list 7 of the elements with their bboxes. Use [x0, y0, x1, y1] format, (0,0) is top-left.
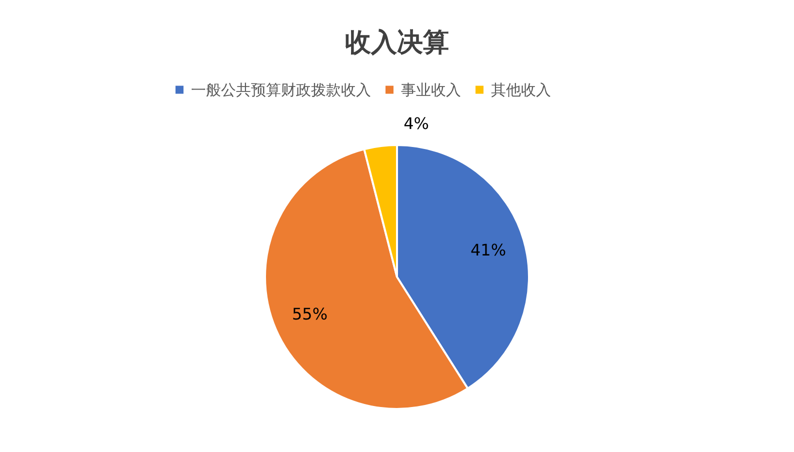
legend-label: 事业收入	[401, 80, 461, 99]
data-label: 41%	[470, 240, 506, 260]
data-label: 4%	[404, 114, 429, 134]
legend-label: 其他收入	[491, 80, 551, 99]
data-label: 55%	[292, 304, 328, 324]
chart-title: 收入决算	[345, 28, 449, 58]
legend-label: 一般公共预算财政拨款收入	[191, 80, 371, 99]
